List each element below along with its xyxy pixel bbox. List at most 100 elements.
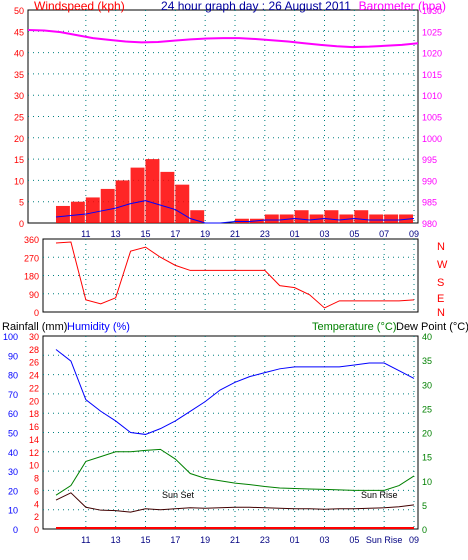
temperature-line	[55, 448, 415, 496]
temp-ytick-3: 15	[422, 453, 432, 463]
rain-ytick-7: 14	[29, 435, 39, 445]
wind-ytick-6: 30	[14, 91, 24, 101]
wind-xtick-8: 03	[319, 229, 329, 239]
wind-xtick-3: 17	[170, 229, 180, 239]
wind-ytick-2: 10	[14, 176, 24, 186]
windspeed-bar-12	[235, 218, 249, 223]
barometer-title: Barometer (hpa)	[359, 0, 446, 13]
wx-xtick-8: 03	[319, 535, 329, 545]
wind-xtick-10: 07	[379, 229, 389, 239]
sun-set-label: Sun Set	[162, 490, 195, 500]
rain-ytick-14: 28	[29, 345, 39, 355]
rain-ytick-11: 22	[29, 383, 39, 393]
wind-xtick-1: 13	[111, 229, 121, 239]
humidity-ytick-1: 10	[8, 506, 18, 516]
windspeed-bar-23	[399, 214, 413, 223]
humidity-ytick-10: 100	[3, 332, 18, 342]
windspeed-bar-3	[100, 188, 115, 223]
wx-xtick-2: 15	[140, 535, 150, 545]
rain-ytick-15: 30	[29, 332, 39, 342]
rain-ytick-8: 16	[29, 422, 39, 432]
rain-ytick-3: 6	[34, 486, 39, 496]
wind-xtick-9: 05	[349, 229, 359, 239]
wind-xtick-5: 21	[230, 229, 240, 239]
rain-ytick-2: 4	[34, 499, 39, 509]
data-series	[27, 29, 419, 529]
humidity-ytick-3: 30	[8, 467, 18, 477]
temperature-label: Temperature (°C)	[312, 321, 396, 333]
sun-rise-label: Sun Rise	[361, 490, 398, 500]
windspeed-bar-6	[145, 159, 160, 223]
baro-ytick-5: 1005	[422, 113, 442, 123]
temp-ytick-8: 40	[422, 332, 432, 342]
windspeed-bar-7	[160, 171, 175, 223]
dir-ytick-4: 360	[24, 235, 39, 245]
baro-ytick-2: 990	[422, 176, 437, 186]
direction-letter-e: E	[437, 293, 444, 305]
rain-ytick-0: 0	[34, 525, 39, 535]
rain-ytick-13: 26	[29, 358, 39, 368]
baro-ytick-9: 1025	[422, 27, 442, 37]
baro-ytick-1: 985	[422, 198, 437, 208]
windspeed-bar-19	[339, 214, 354, 223]
wx-xtick-3: 17	[170, 535, 180, 545]
temp-ytick-4: 20	[422, 429, 432, 439]
windspeed-bar-22	[384, 214, 399, 223]
humidity-ytick-0: 0	[13, 525, 18, 535]
humidity-ytick-2: 20	[8, 486, 18, 496]
wind-xtick-0: 11	[81, 229, 90, 239]
windspeed-bar-18	[324, 210, 339, 223]
humidity-ytick-5: 50	[8, 429, 18, 439]
humidity-ytick-6: 60	[8, 409, 18, 419]
baro-ytick-7: 1015	[422, 70, 442, 80]
wind-ytick-0: 0	[19, 219, 24, 229]
dewpoint-label: Dew Point (°C)	[396, 321, 468, 333]
direction-letter-n-top: N	[437, 241, 445, 253]
temp-ytick-1: 5	[422, 501, 427, 511]
graph-day-title: 24 hour graph day : 26 August 2011	[161, 0, 351, 13]
humidity-ytick-9: 90	[8, 351, 18, 361]
humidity-ytick-8: 80	[8, 371, 18, 381]
direction-letter-w: W	[437, 259, 448, 271]
wind-xtick-11: 09	[409, 229, 419, 239]
weather-panel-frame	[42, 335, 419, 530]
rain-ytick-9: 18	[29, 409, 39, 419]
baro-ytick-8: 1020	[422, 49, 442, 59]
dir-ytick-3: 270	[24, 253, 39, 263]
wx-xtick-0: 11	[81, 535, 90, 545]
baro-ytick-0: 980	[422, 219, 437, 229]
wind-xtick-6: 23	[260, 229, 270, 239]
direction-line	[55, 241, 415, 309]
wind-ytick-4: 20	[14, 134, 24, 144]
wind-ytick-1: 5	[19, 198, 24, 208]
wx-xtick-10: Sun Rise	[366, 535, 403, 545]
baro-ytick-4: 1000	[422, 134, 442, 144]
temp-ytick-0: 0	[422, 525, 427, 535]
baro-ytick-6: 1010	[422, 91, 442, 101]
dewpoint-line	[55, 492, 415, 513]
wind-xtick-4: 19	[200, 229, 210, 239]
dir-ytick-2: 180	[24, 272, 39, 282]
windspeed-bar-8	[175, 184, 190, 223]
rain-ytick-12: 24	[29, 371, 39, 381]
wx-xtick-7: 01	[290, 535, 300, 545]
humidity-ytick-7: 70	[8, 390, 18, 400]
humidity-line	[55, 349, 415, 435]
dir-ytick-1: 90	[29, 290, 39, 300]
wind-average-line	[55, 200, 415, 224]
grid-lines	[28, 10, 418, 529]
wx-xtick-4: 19	[200, 535, 210, 545]
windspeed-bar-5	[130, 167, 145, 223]
rain-ytick-10: 20	[29, 396, 39, 406]
temp-ytick-7: 35	[422, 356, 432, 366]
windspeed-title: Windspeed (kph)	[34, 0, 125, 13]
wx-xtick-9: 05	[349, 535, 359, 545]
direction-letter-n-bottom: N	[437, 307, 445, 319]
baro-ytick-10: 1030	[422, 6, 442, 16]
windspeed-bar-1	[70, 201, 85, 223]
rain-ytick-6: 12	[29, 448, 39, 458]
rain-ytick-4: 8	[34, 474, 39, 484]
